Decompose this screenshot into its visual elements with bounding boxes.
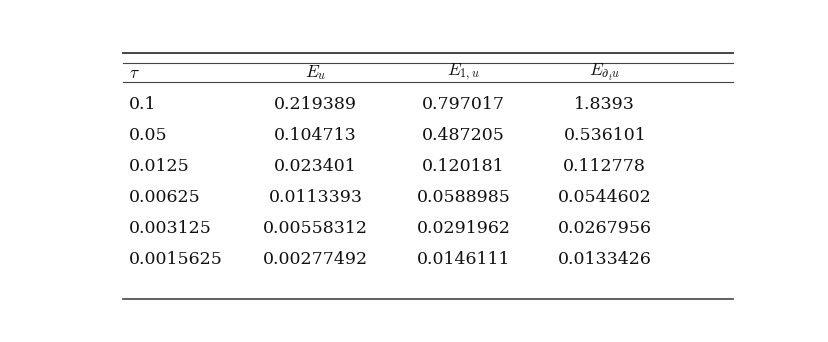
- Text: 0.0015625: 0.0015625: [129, 251, 223, 268]
- Text: $E_{\partial_t u}$: $E_{\partial_t u}$: [588, 62, 620, 83]
- Text: $\tau$: $\tau$: [129, 64, 140, 82]
- Text: 0.104713: 0.104713: [274, 127, 357, 144]
- Text: 0.0113393: 0.0113393: [268, 189, 362, 206]
- Text: 0.120181: 0.120181: [421, 158, 504, 175]
- Text: 0.487205: 0.487205: [421, 127, 504, 144]
- Text: 0.00625: 0.00625: [129, 189, 201, 206]
- Text: 0.0125: 0.0125: [129, 158, 190, 175]
- Text: 0.003125: 0.003125: [129, 220, 212, 237]
- Text: 0.797017: 0.797017: [421, 96, 504, 113]
- Text: 0.0133426: 0.0133426: [557, 251, 651, 268]
- Text: 1.8393: 1.8393: [574, 96, 634, 113]
- Text: 0.219389: 0.219389: [274, 96, 357, 113]
- Text: 0.0588985: 0.0588985: [416, 189, 510, 206]
- Text: 0.0146111: 0.0146111: [416, 251, 509, 268]
- Text: 0.05: 0.05: [129, 127, 168, 144]
- Text: 0.0291962: 0.0291962: [416, 220, 510, 237]
- Text: 0.536101: 0.536101: [563, 127, 645, 144]
- Text: 0.00277492: 0.00277492: [262, 251, 368, 268]
- Text: 0.023401: 0.023401: [274, 158, 357, 175]
- Text: 0.00558312: 0.00558312: [262, 220, 368, 237]
- Text: 0.0544602: 0.0544602: [557, 189, 651, 206]
- Text: 0.1: 0.1: [129, 96, 156, 113]
- Text: $E_u$: $E_u$: [305, 63, 326, 82]
- Text: 0.112778: 0.112778: [563, 158, 645, 175]
- Text: 0.0267956: 0.0267956: [557, 220, 651, 237]
- Text: $E_{1,u}$: $E_{1,u}$: [446, 62, 479, 83]
